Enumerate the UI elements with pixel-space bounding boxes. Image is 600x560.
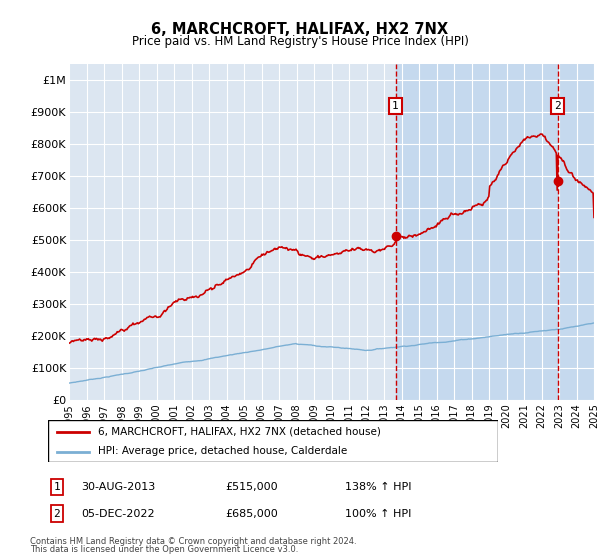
Text: 05-DEC-2022: 05-DEC-2022 — [81, 508, 155, 519]
Text: 1: 1 — [53, 482, 61, 492]
Text: Contains HM Land Registry data © Crown copyright and database right 2024.: Contains HM Land Registry data © Crown c… — [30, 537, 356, 546]
Text: 2: 2 — [554, 101, 561, 111]
Text: 6, MARCHCROFT, HALIFAX, HX2 7NX: 6, MARCHCROFT, HALIFAX, HX2 7NX — [151, 22, 449, 38]
Text: 138% ↑ HPI: 138% ↑ HPI — [345, 482, 412, 492]
Text: 6, MARCHCROFT, HALIFAX, HX2 7NX (detached house): 6, MARCHCROFT, HALIFAX, HX2 7NX (detache… — [97, 427, 380, 437]
Text: 2: 2 — [53, 508, 61, 519]
Text: HPI: Average price, detached house, Calderdale: HPI: Average price, detached house, Cald… — [97, 446, 347, 456]
Text: £685,000: £685,000 — [225, 508, 278, 519]
Text: £515,000: £515,000 — [225, 482, 278, 492]
FancyBboxPatch shape — [48, 420, 498, 462]
Text: This data is licensed under the Open Government Licence v3.0.: This data is licensed under the Open Gov… — [30, 545, 298, 554]
Text: Price paid vs. HM Land Registry's House Price Index (HPI): Price paid vs. HM Land Registry's House … — [131, 35, 469, 48]
Text: 1: 1 — [392, 101, 399, 111]
Text: 30-AUG-2013: 30-AUG-2013 — [81, 482, 155, 492]
Bar — [395, 64, 594, 400]
Text: 100% ↑ HPI: 100% ↑ HPI — [345, 508, 412, 519]
